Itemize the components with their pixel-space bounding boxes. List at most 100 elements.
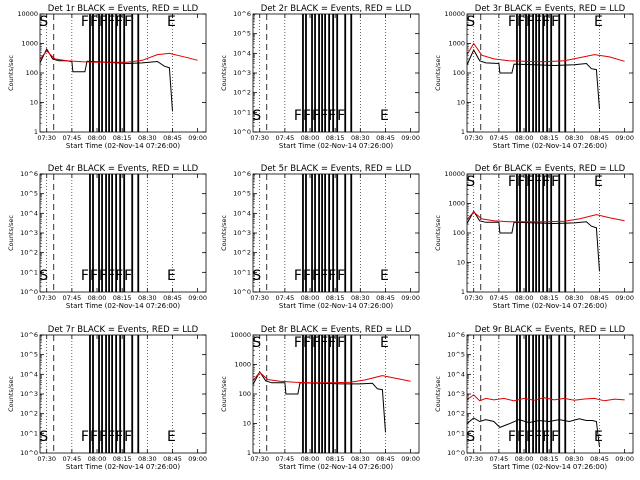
y-tick-label: 10^1 (447, 429, 465, 437)
x-tick-label: 07:30 (464, 134, 483, 142)
event-marker-label: E (167, 14, 176, 30)
event-marker-label: F (517, 14, 525, 30)
event-marker-label: E (380, 335, 389, 351)
event-marker-label: F (90, 268, 98, 284)
y-tick-label: 10^6 (20, 170, 38, 178)
event-marker-label: S (466, 429, 475, 445)
x-tick-label: 08:30 (351, 455, 370, 463)
event-marker-label: F (124, 268, 132, 284)
y-tick-label: 10000 (17, 10, 38, 18)
event-marker-label: F (551, 429, 559, 445)
y-tick-label: 100 (453, 69, 465, 77)
event-marker-label: F (526, 14, 534, 30)
x-tick-label: 08:45 (590, 134, 609, 142)
event-marker-label: F (303, 335, 311, 351)
event-marker-label: F (542, 174, 550, 190)
event-marker-label: F (99, 14, 107, 30)
y-tick-label: 10^1 (233, 268, 251, 276)
y-tick-label: 100 (239, 390, 251, 398)
event-marker-label: F (81, 14, 89, 30)
x-tick-label: 08:00 (88, 134, 107, 142)
y-tick-label: 10^5 (233, 30, 251, 38)
event-marker-label: F (328, 108, 336, 124)
plot-frame (466, 13, 634, 133)
x-tick-label: 08:00 (515, 455, 534, 463)
event-marker-label: F (312, 108, 320, 124)
event-marker-label: F (99, 268, 107, 284)
event-marker-label: S (252, 268, 261, 284)
event-marker-label: F (508, 174, 516, 190)
event-marker-label: F (303, 268, 311, 284)
event-marker-label: E (380, 108, 389, 124)
plot-frame (39, 13, 207, 133)
x-tick-label: 09:00 (188, 455, 207, 463)
x-tick-label: 08:45 (163, 294, 182, 302)
panel-title: Det 3r BLACK = Events, RED = LLD (475, 4, 626, 14)
y-tick-label: 10 (457, 99, 465, 107)
x-tick-label: 09:00 (615, 455, 634, 463)
x-tick-label: 09:00 (615, 134, 634, 142)
event-marker-label: F (526, 429, 534, 445)
panel-title: Det 2r BLACK = Events, RED = LLD (261, 4, 412, 14)
y-tick-label: 10 (243, 420, 251, 428)
y-tick-label: 100 (26, 69, 38, 77)
y-tick-label: 10^2 (233, 249, 251, 257)
lld-series-line (40, 50, 198, 63)
x-tick-label: 08:30 (351, 134, 370, 142)
y-tick-label: 10 (457, 259, 465, 267)
x-tick-label: 07:45 (489, 134, 508, 142)
y-tick-label: 1000 (448, 200, 465, 208)
x-tick-label: 08:15 (326, 134, 345, 142)
event-marker-label: E (167, 429, 176, 445)
y-tick-label: 10 (30, 99, 38, 107)
event-marker-label: E (167, 268, 176, 284)
x-tick-label: 08:45 (376, 294, 395, 302)
y-tick-label: 10^2 (20, 410, 38, 418)
y-tick-label: 10^3 (447, 390, 465, 398)
x-tick-label: 08:15 (113, 455, 132, 463)
event-marker-label: F (526, 174, 534, 190)
y-tick-label: 10^3 (20, 390, 38, 398)
event-marker-label: F (294, 108, 302, 124)
event-marker-label: F (312, 268, 320, 284)
x-tick-label: 08:00 (301, 134, 320, 142)
x-tick-label: 08:30 (565, 294, 584, 302)
event-marker-label: F (294, 268, 302, 284)
x-tick-label: 08:45 (376, 455, 395, 463)
event-marker-label: F (303, 108, 311, 124)
x-tick-label: 07:30 (250, 455, 269, 463)
x-tick-label: 07:45 (489, 455, 508, 463)
x-axis-label: Start Time (02-Nov-14 07:26:00) (66, 142, 180, 150)
x-tick-label: 08:00 (301, 455, 320, 463)
event-marker-label: F (508, 14, 516, 30)
y-axis-label: Counts/sec (434, 376, 442, 412)
x-tick-label: 07:30 (250, 134, 269, 142)
x-tick-label: 08:00 (301, 294, 320, 302)
panel-title: Det 1r BLACK = Events, RED = LLD (48, 4, 199, 14)
x-tick-label: 08:00 (88, 455, 107, 463)
panel-title: Det 7r BLACK = Events, RED = LLD (48, 325, 199, 335)
y-tick-label: 10^4 (233, 209, 251, 217)
x-tick-label: 07:30 (37, 455, 56, 463)
event-marker-label: F (534, 429, 542, 445)
x-tick-label: 09:00 (188, 134, 207, 142)
x-tick-label: 07:45 (275, 134, 294, 142)
event-marker-label: F (517, 174, 525, 190)
event-marker-label: F (508, 429, 516, 445)
plot-frame (466, 173, 634, 293)
event-marker-label: F (320, 108, 328, 124)
x-tick-label: 07:45 (489, 294, 508, 302)
y-tick-label: 10^2 (233, 89, 251, 97)
x-tick-label: 07:45 (62, 134, 81, 142)
x-tick-label: 07:30 (464, 455, 483, 463)
event-marker-label: F (294, 335, 302, 351)
event-marker-label: F (337, 268, 345, 284)
event-marker-label: F (124, 429, 132, 445)
y-axis-label: Counts/sec (220, 376, 228, 412)
y-tick-label: 10000 (230, 331, 251, 339)
y-tick-label: 1000 (448, 40, 465, 48)
x-tick-label: 08:00 (88, 294, 107, 302)
